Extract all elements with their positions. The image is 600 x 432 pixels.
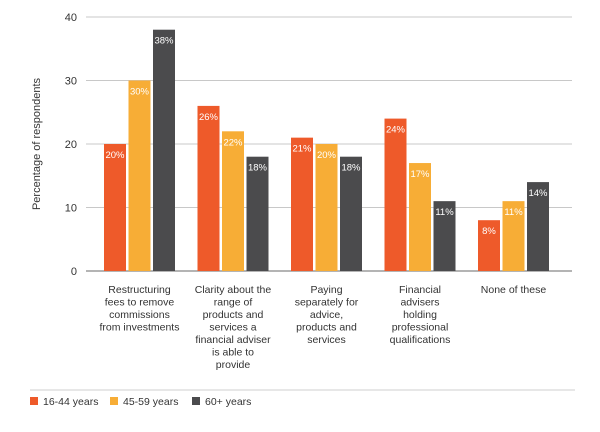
legend-label: 60+ years xyxy=(205,396,251,408)
y-tick-label: 30 xyxy=(65,76,77,88)
x-category-label: None of these xyxy=(481,284,547,296)
x-category-label: commissions xyxy=(109,309,170,321)
bar xyxy=(128,80,151,271)
y-axis-title: Percentage of respondents xyxy=(31,77,43,210)
x-category-label: from investments xyxy=(100,322,180,334)
bar-data-label: 11% xyxy=(435,207,454,218)
bar-data-label: 18% xyxy=(248,163,268,174)
bar xyxy=(502,201,525,271)
bar-data-label: 38% xyxy=(154,36,174,47)
bar xyxy=(315,144,338,271)
x-category-label: is able to xyxy=(212,347,254,359)
x-category-label: Clarity about the xyxy=(195,284,272,296)
x-category-label: provide xyxy=(216,359,251,371)
x-category-label: separately for xyxy=(295,297,359,309)
y-tick-label: 10 xyxy=(65,203,77,215)
y-tick-label: 0 xyxy=(71,266,77,278)
x-category-label: range of xyxy=(214,297,253,309)
legend-swatch xyxy=(110,397,118,405)
x-category-label: products and xyxy=(296,322,357,334)
x-category-label: products and xyxy=(203,309,264,321)
legend-label: 16-44 years xyxy=(43,396,98,408)
legend-label: 45-59 years xyxy=(123,396,178,408)
bar xyxy=(527,182,549,271)
bar xyxy=(478,220,500,271)
bar xyxy=(384,118,407,271)
x-category-label: professional xyxy=(392,322,449,334)
bar-data-label: 14% xyxy=(528,188,548,199)
bar xyxy=(409,163,431,271)
bar-data-label: 30% xyxy=(130,87,150,98)
bar-data-label: 8% xyxy=(482,226,496,237)
x-category-label: qualifications xyxy=(390,334,451,346)
bar-data-label: 20% xyxy=(105,150,125,161)
bar-data-label: 22% xyxy=(223,137,243,148)
x-category-label: advice, xyxy=(310,309,343,321)
bar xyxy=(433,201,456,271)
bar xyxy=(291,137,313,271)
x-category-label: holding xyxy=(403,309,437,321)
x-category-label: advisers xyxy=(400,297,439,309)
bar xyxy=(197,105,220,272)
bar-data-label: 24% xyxy=(386,125,406,136)
bar-data-label: 18% xyxy=(341,163,361,174)
bar xyxy=(222,131,244,271)
x-category-label: fees to remove xyxy=(105,297,175,309)
x-category-label: Financial xyxy=(399,284,441,296)
bar-data-label: 20% xyxy=(317,150,337,161)
legend-swatch xyxy=(192,397,200,405)
bar xyxy=(246,156,269,271)
legend-swatch xyxy=(30,397,38,405)
x-category-label: Restructuring xyxy=(108,284,171,296)
bar-data-label: 17% xyxy=(410,169,430,180)
bar xyxy=(153,29,175,272)
x-category-label: services xyxy=(307,334,346,346)
y-tick-label: 40 xyxy=(65,12,77,24)
y-tick-label: 20 xyxy=(65,139,77,151)
bar-data-label: 11% xyxy=(504,207,523,218)
x-category-label: Paying xyxy=(310,284,342,296)
bar xyxy=(104,144,126,271)
bar-data-label: 26% xyxy=(199,112,219,123)
x-category-label: financial adviser xyxy=(195,334,271,346)
bar-data-label: 21% xyxy=(292,144,312,155)
x-category-label: services a xyxy=(209,322,256,334)
bar xyxy=(340,156,362,271)
